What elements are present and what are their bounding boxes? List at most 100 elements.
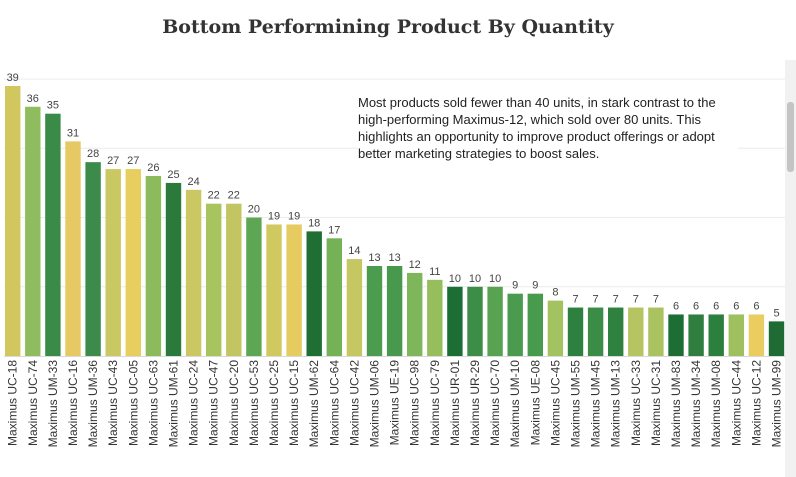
- data-label: 5: [773, 307, 779, 319]
- bar[interactable]: [427, 279, 443, 356]
- bar[interactable]: [165, 182, 182, 356]
- bar[interactable]: [45, 113, 61, 356]
- data-label: 6: [713, 300, 719, 312]
- bar[interactable]: [688, 314, 704, 356]
- tick-label: Maximus UC-12: [749, 360, 763, 446]
- tick-label: Maximus UE-19: [388, 360, 402, 446]
- tick-label: Maximus UC-42: [347, 360, 361, 446]
- data-label: 39: [7, 72, 19, 84]
- data-label: 19: [268, 210, 280, 222]
- tick-label: Maximus UR-01: [448, 360, 462, 446]
- data-label: 35: [47, 100, 59, 112]
- bar[interactable]: [246, 217, 262, 356]
- bar[interactable]: [608, 307, 624, 356]
- bar[interactable]: [768, 321, 785, 356]
- data-label: 13: [388, 252, 400, 264]
- bars: [5, 86, 785, 357]
- bar[interactable]: [648, 307, 664, 356]
- bar[interactable]: [266, 224, 282, 356]
- category-labels: Maximus UC-18 Maximus UC-74 Maximus UM-33 M…: [6, 360, 784, 448]
- bar[interactable]: [145, 176, 162, 356]
- bar[interactable]: [587, 307, 604, 356]
- tick-label: Maximus UC-74: [26, 360, 40, 446]
- tick-label: Maximus UC-63: [146, 360, 160, 446]
- tick-label: Maximus UM-34: [689, 360, 703, 448]
- bar[interactable]: [447, 286, 463, 356]
- tick-label: Maximus UM-36: [86, 360, 100, 448]
- data-label: 28: [87, 148, 99, 160]
- tick-label: Maximus UC-15: [287, 360, 301, 446]
- data-label: 26: [147, 162, 159, 174]
- data-label: 14: [348, 245, 360, 257]
- tick-label: Maximus UC-25: [267, 360, 281, 446]
- bar[interactable]: [487, 286, 503, 356]
- bar[interactable]: [748, 314, 765, 356]
- bar[interactable]: [25, 106, 41, 357]
- data-label: 6: [753, 300, 759, 312]
- data-label: 24: [187, 176, 199, 188]
- bar[interactable]: [386, 266, 403, 356]
- data-label: 10: [489, 273, 501, 285]
- chart-title: Bottom Performining Product By Quantity: [162, 16, 614, 38]
- bar[interactable]: [5, 86, 21, 356]
- bar[interactable]: [185, 189, 202, 356]
- bar[interactable]: [407, 272, 423, 356]
- bar[interactable]: [105, 169, 121, 356]
- data-label: 11: [429, 266, 440, 278]
- tick-label: Maximus UM-55: [569, 360, 583, 448]
- data-label: 20: [248, 204, 260, 216]
- tick-label: Maximus UE-08: [528, 360, 542, 446]
- data-label: 36: [27, 93, 39, 105]
- bar[interactable]: [326, 238, 342, 356]
- bar[interactable]: [507, 293, 523, 356]
- bar[interactable]: [728, 314, 744, 356]
- bar[interactable]: [708, 314, 724, 356]
- data-label: 7: [633, 294, 639, 306]
- data-label: 17: [328, 224, 340, 236]
- bar[interactable]: [567, 307, 584, 356]
- bar[interactable]: [286, 224, 302, 356]
- tick-label: Maximus UC-43: [106, 360, 120, 446]
- tick-label: Maximus UM-08: [709, 360, 723, 448]
- tick-label: Maximus UC-64: [327, 360, 341, 446]
- bar[interactable]: [527, 293, 543, 356]
- bar[interactable]: [306, 231, 322, 356]
- chart-annotation: Most products sold fewer than 40 units, …: [358, 94, 738, 162]
- bar[interactable]: [467, 286, 483, 356]
- tick-label: Maximus UC-47: [207, 360, 221, 446]
- data-label: 9: [512, 280, 518, 292]
- tick-label: Maximus UM-45: [589, 360, 603, 448]
- data-label: 27: [127, 155, 139, 167]
- tick-label: Maximus UC-70: [488, 360, 502, 446]
- data-label: 10: [449, 273, 461, 285]
- tick-label: Maximus UM-61: [167, 360, 181, 448]
- data-label: 27: [107, 155, 119, 167]
- tick-label: Maximus UC-31: [649, 360, 663, 446]
- data-label: 8: [552, 287, 558, 299]
- scrollbar-thumb[interactable]: [787, 102, 794, 172]
- vertical-scrollbar[interactable]: [785, 60, 796, 477]
- data-label: 7: [593, 294, 599, 306]
- tick-label: Maximus UC-79: [428, 360, 442, 446]
- tick-label: Maximus UM-83: [669, 360, 683, 448]
- data-label: 31: [67, 127, 79, 139]
- data-label: 12: [409, 259, 421, 271]
- data-label: 7: [572, 294, 578, 306]
- bar[interactable]: [226, 203, 242, 356]
- data-label: 22: [208, 190, 220, 202]
- tick-label: Maximus UC-45: [548, 360, 562, 446]
- bar[interactable]: [668, 314, 684, 356]
- bar[interactable]: [65, 141, 81, 356]
- bar[interactable]: [85, 162, 101, 356]
- data-label: 6: [733, 300, 739, 312]
- bar[interactable]: [125, 169, 141, 356]
- bar[interactable]: [346, 259, 363, 356]
- bar[interactable]: [206, 203, 222, 356]
- bar[interactable]: [366, 266, 383, 356]
- data-label: 6: [693, 300, 699, 312]
- bar[interactable]: [547, 300, 564, 356]
- tick-label: Maximus UC-20: [227, 360, 241, 446]
- data-label: 9: [532, 280, 538, 292]
- bar[interactable]: [628, 307, 644, 356]
